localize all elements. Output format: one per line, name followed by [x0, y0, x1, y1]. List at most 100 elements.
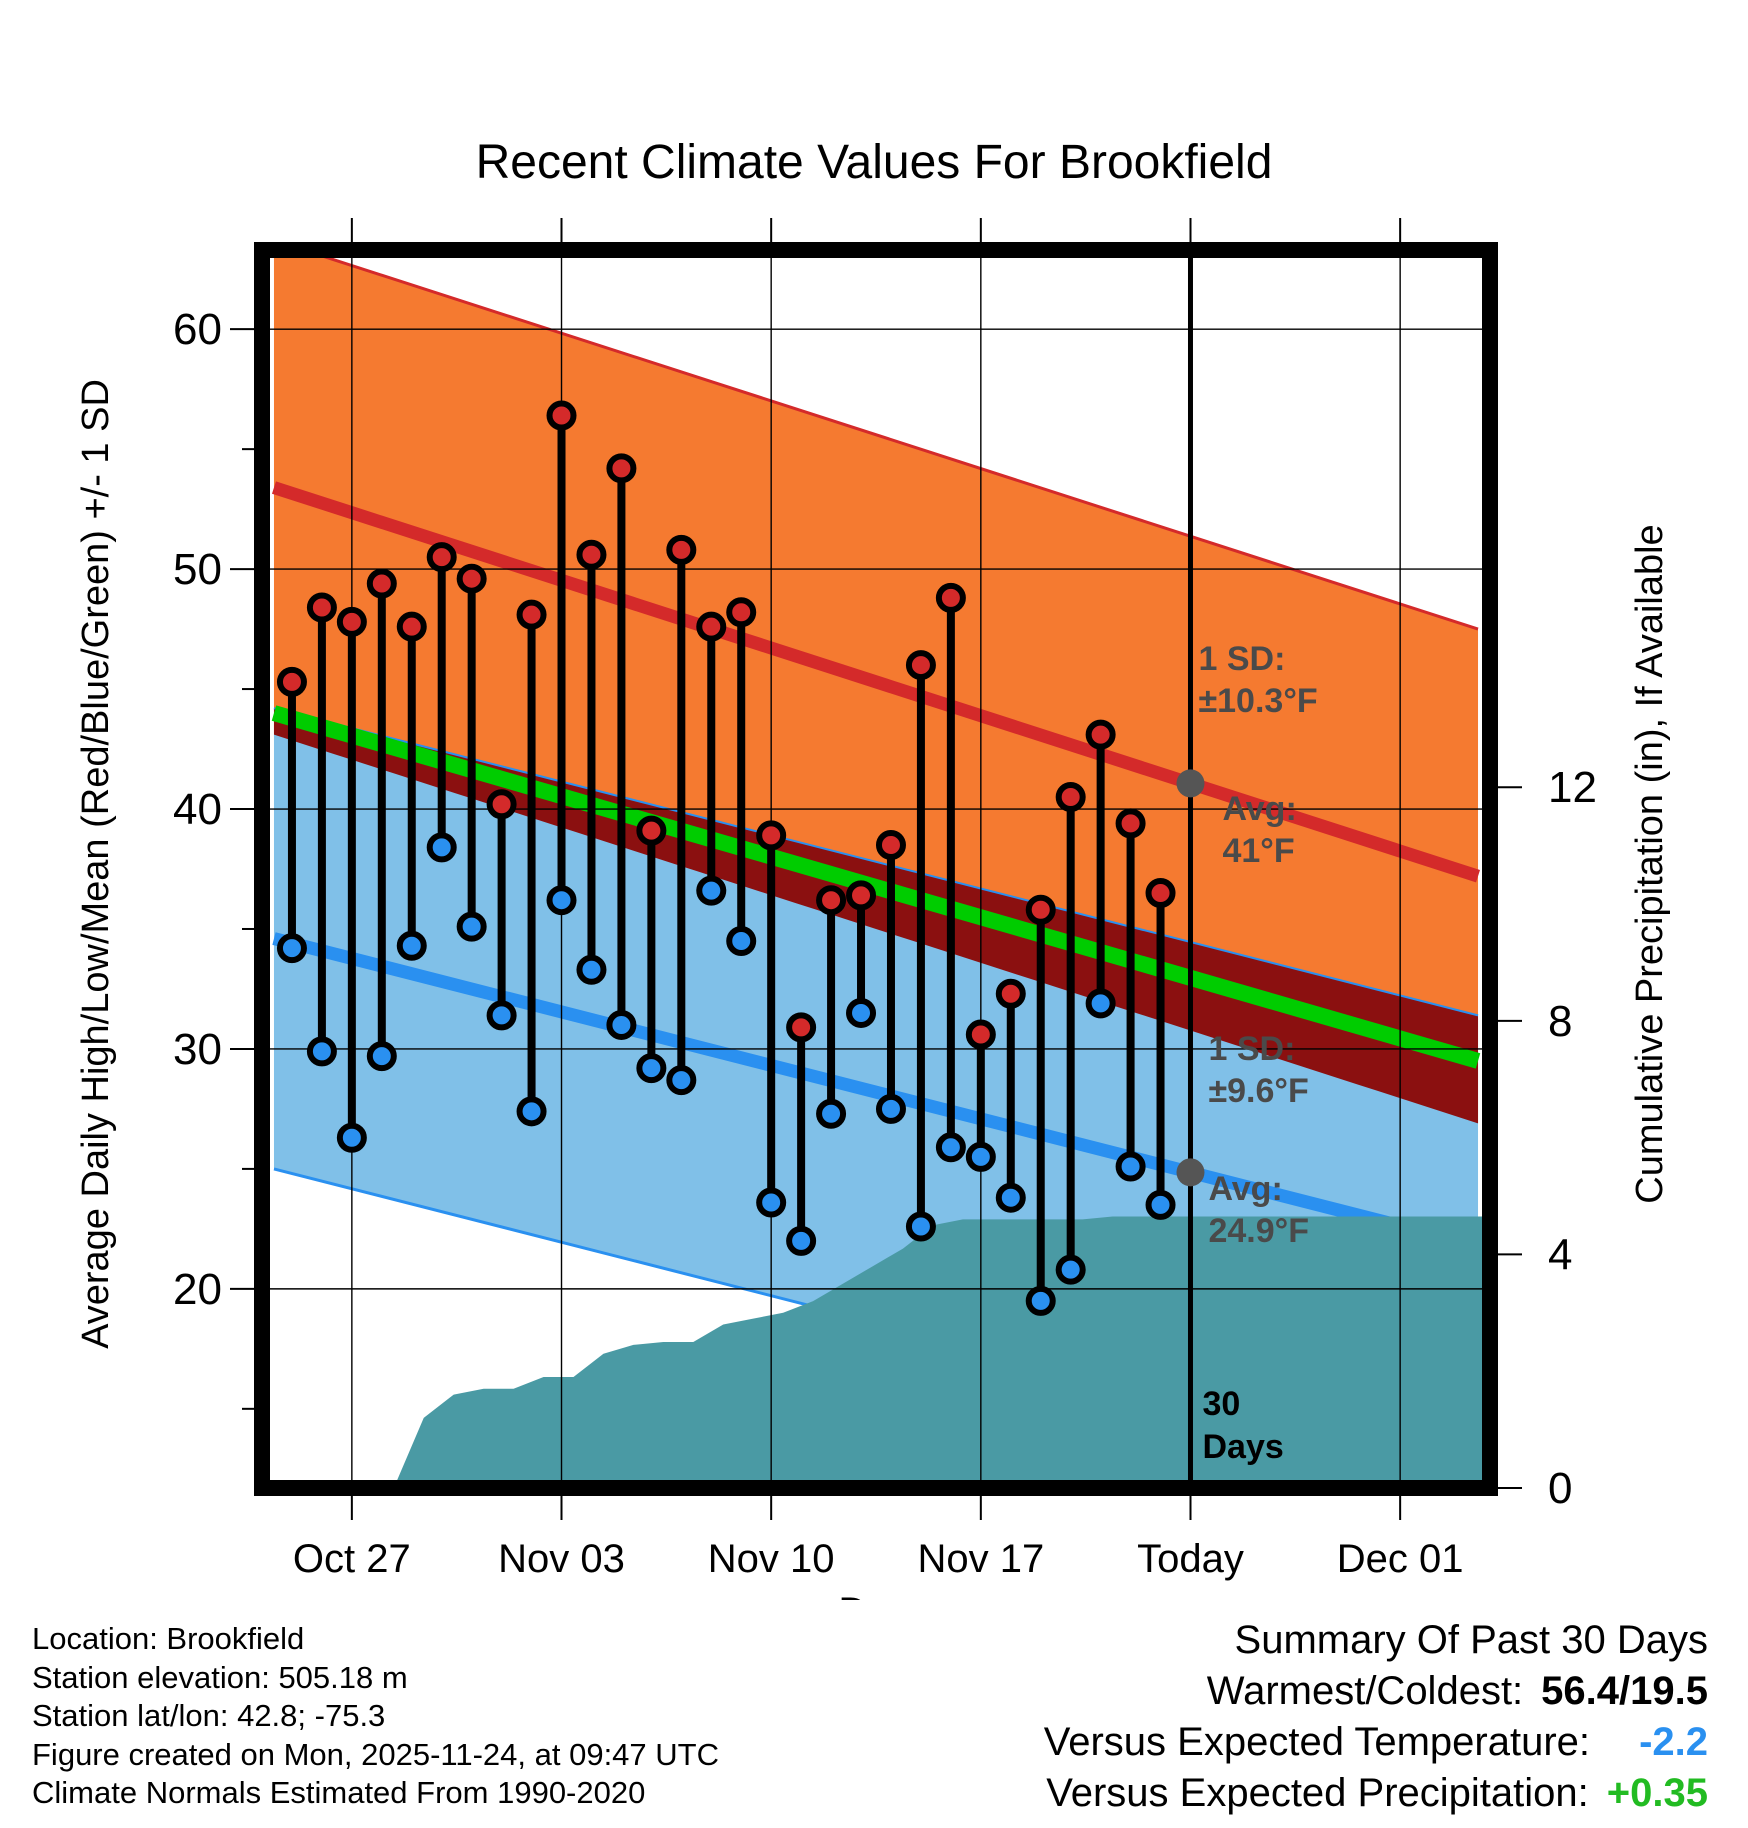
window-annot-unit: Days — [1202, 1428, 1283, 1466]
daily-low-point — [965, 1141, 996, 1172]
high-avg-annot-value: 41°F — [1222, 832, 1294, 870]
low-avg-annot-value: 24.9°F — [1208, 1212, 1309, 1250]
chart-title: Recent Climate Values For Brookfield — [476, 136, 1273, 189]
y-tick-label: 20 — [173, 1265, 222, 1314]
elevation-text: Station elevation: 505.18 m — [32, 1659, 408, 1695]
daily-high-point — [1115, 808, 1146, 839]
summary-warm-cold: Warmest/Coldest: 56.4/19.5 — [1044, 1666, 1708, 1717]
daily-high-point — [546, 400, 577, 431]
daily-low-point — [276, 933, 307, 964]
high-sd-annot-value: ±10.3°F — [1198, 682, 1317, 720]
daily-low-point — [366, 1041, 397, 1072]
daily-low-point — [666, 1065, 697, 1096]
daily-low-point — [905, 1211, 936, 1242]
y-tick-label: 40 — [173, 785, 222, 834]
daily-low-point — [636, 1053, 667, 1084]
x-tick-label: Dec 01 — [1337, 1537, 1464, 1581]
daily-low-point — [816, 1098, 847, 1129]
daily-high-point — [276, 666, 307, 697]
station-info: Location: Brookfield Station elevation: … — [32, 1620, 719, 1813]
daily-low-point — [456, 911, 487, 942]
daily-high-point — [696, 611, 727, 642]
summary-precip: Versus Expected Precipitation: +0.35 — [1044, 1768, 1708, 1819]
daily-high-point — [306, 592, 337, 623]
y2-tick-label: 0 — [1548, 1464, 1572, 1513]
x-axis-label: Day — [838, 1590, 909, 1600]
y2-tick-label: 8 — [1548, 997, 1572, 1046]
daily-low-point — [1145, 1189, 1176, 1220]
daily-low-point — [726, 925, 757, 956]
high-sd-annot-label: 1 SD: — [1198, 640, 1285, 678]
low-sd-annot-label: 1 SD: — [1208, 1030, 1295, 1068]
daily-high-point — [366, 568, 397, 599]
daily-low-point — [995, 1182, 1026, 1213]
daily-low-point — [306, 1036, 337, 1067]
daily-low-point — [696, 875, 727, 906]
daily-high-point — [516, 599, 547, 630]
daily-low-point — [576, 954, 607, 985]
daily-low-point — [516, 1096, 547, 1127]
daily-low-point — [935, 1132, 966, 1163]
precip-label: Versus Expected Precipitation: — [1046, 1771, 1589, 1815]
high-normal-line — [271, 481, 1481, 883]
y-tick-label: 30 — [173, 1025, 222, 1074]
daily-high-point — [426, 542, 457, 573]
y-tick-label: 50 — [173, 545, 222, 594]
latlon-text: Station lat/lon: 42.8; -75.3 — [32, 1698, 386, 1733]
daily-high-point — [1085, 719, 1116, 750]
daily-high-point — [606, 453, 637, 484]
daily-low-point — [336, 1122, 367, 1153]
y2-axis-label: Cumulative Precipitation (in), If Availa… — [1629, 524, 1671, 1203]
daily-high-point — [336, 606, 367, 637]
daily-high-point — [1145, 877, 1176, 908]
window-annot-number: 30 — [1202, 1385, 1240, 1423]
daily-high-point — [756, 820, 787, 851]
today-high-avg-marker — [1176, 769, 1205, 798]
daily-high-point — [396, 611, 427, 642]
daily-high-point — [786, 1012, 817, 1043]
daily-high-point — [486, 789, 517, 820]
x-tick-label: Nov 03 — [498, 1537, 625, 1581]
sd-overlap-band — [273, 708, 1479, 1124]
daily-low-point — [1025, 1285, 1056, 1316]
x-tick-label: Nov 17 — [917, 1537, 1044, 1581]
daily-low-point — [875, 1093, 906, 1124]
daily-low-point — [1085, 988, 1116, 1019]
precip-value: +0.35 — [1606, 1771, 1708, 1815]
daily-high-point — [1055, 782, 1086, 813]
created-text: Figure created on Mon, 2025-11-24, at 09… — [32, 1736, 719, 1772]
high-sd-upper-edge — [298, 250, 1479, 631]
daily-low-point — [786, 1225, 817, 1256]
low-normal-line — [272, 932, 1480, 1252]
x-tick-label: Oct 27 — [293, 1537, 411, 1581]
summary-title: Summary Of Past 30 Days — [1234, 1618, 1708, 1662]
daily-high-point — [636, 815, 667, 846]
y-tick-label: 60 — [173, 305, 222, 354]
daily-high-point — [456, 563, 487, 594]
daily-high-point — [965, 1019, 996, 1050]
warm-cold-label: Warmest/Coldest: — [1206, 1669, 1524, 1713]
y2-tick-label: 12 — [1548, 763, 1597, 812]
daily-high-point — [905, 650, 936, 681]
daily-high-point — [995, 978, 1026, 1009]
daily-high-point — [726, 597, 757, 628]
daily-low-point — [1115, 1151, 1146, 1182]
x-tick-label: Nov 10 — [708, 1537, 835, 1581]
y2-tick-label: 4 — [1548, 1230, 1572, 1279]
plot-frame — [254, 242, 1498, 1496]
low-sd-annot-value: ±9.6°F — [1208, 1072, 1308, 1110]
y-axis-label: Average Daily High/Low/Mean (Red/Blue/Gr… — [75, 379, 117, 1349]
daily-high-point — [576, 539, 607, 570]
daily-high-point — [1025, 894, 1056, 925]
daily-high-point — [875, 830, 906, 861]
x-tick-label: Today — [1137, 1537, 1244, 1581]
temp-label: Versus Expected Temperature: — [1043, 1720, 1590, 1764]
precip-area — [273, 1216, 1490, 1488]
temp-value: -2.2 — [1639, 1720, 1708, 1764]
daily-low-point — [396, 930, 427, 961]
plot-content: 1 SD: ±10.3°F Avg: 41°F 1 SD: ±9.6°F Avg: 24.9°… — [262, 250, 1490, 1488]
plot-area: 1 SD: ±10.3°F Avg: 41°F 1 SD: ±9.6°F Avg: 24.9°… — [173, 218, 1597, 1581]
climate-chart: Recent Climate Values For Brookfield 1 S… — [75, 136, 1671, 1600]
daily-high-point — [935, 582, 966, 613]
daily-high-point — [846, 880, 877, 911]
